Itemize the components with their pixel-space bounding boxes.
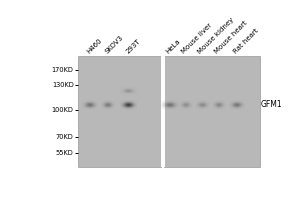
Bar xyxy=(78,56,161,167)
Text: 100KD: 100KD xyxy=(52,107,74,113)
Text: Rat heart: Rat heart xyxy=(232,28,259,55)
Text: GFM1: GFM1 xyxy=(260,100,282,109)
Text: 70KD: 70KD xyxy=(56,134,74,140)
Text: 55KD: 55KD xyxy=(56,150,74,156)
Text: 293T: 293T xyxy=(125,38,142,55)
Text: HeLa: HeLa xyxy=(165,38,181,55)
Text: 170KD: 170KD xyxy=(52,67,74,73)
Bar xyxy=(164,56,260,167)
Text: Mouse liver: Mouse liver xyxy=(181,22,214,55)
Bar xyxy=(161,56,165,167)
Text: 130KD: 130KD xyxy=(52,82,74,88)
Text: H460: H460 xyxy=(85,37,103,55)
Text: Mouse heart: Mouse heart xyxy=(213,20,248,55)
Text: SKOV3: SKOV3 xyxy=(104,34,125,55)
Text: Mouse kidney: Mouse kidney xyxy=(197,16,236,55)
